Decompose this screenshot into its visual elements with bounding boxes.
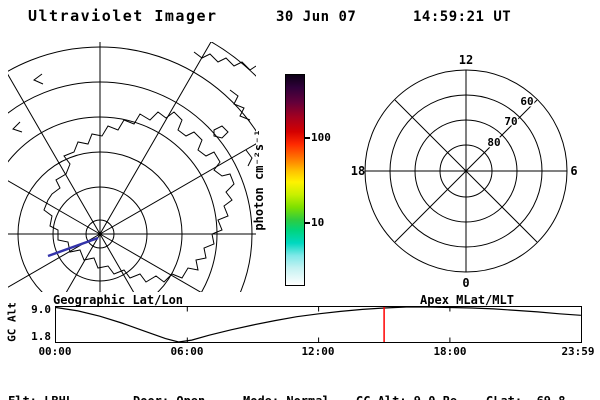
mlt-label-18: 18 <box>351 164 365 178</box>
mlat-mlt-grid <box>364 69 568 273</box>
colorbar-tick-mark <box>305 137 310 139</box>
mlt-label-6: 6 <box>570 164 577 178</box>
xtick-1800: 18:00 <box>433 345 467 358</box>
status-door: Door: Open <box>133 393 205 400</box>
mlt-label-12: 12 <box>459 53 473 67</box>
grid-arrowhead <box>12 121 23 133</box>
status-column-orbit: GC Alt: 9.0 Re Seq: 39 <box>356 359 457 400</box>
strip-chart-frame <box>55 306 582 343</box>
page-title: Ultraviolet Imager <box>28 7 218 25</box>
mlat-label-70: 70 <box>504 115 517 128</box>
lat-lon-grid <box>8 42 256 292</box>
mlat-label-60: 60 <box>520 95 533 108</box>
gc-alt-strip-chart <box>55 306 582 343</box>
colorbar <box>285 74 305 286</box>
colorbar-tick-10: 10 <box>311 216 325 229</box>
status-mode: Mode: Normal <box>243 393 330 400</box>
colorbar-tick-100: 100 <box>311 131 331 144</box>
colorbar-tick-mark <box>305 222 310 224</box>
xtick-0000: 00:00 <box>38 345 72 358</box>
gc-alt-axis-label: GC Alt <box>5 302 19 342</box>
header-date: 30 Jun 07 <box>276 9 357 25</box>
status-flt: Flt: LBHL <box>8 393 73 400</box>
coastline-fragment <box>213 125 229 139</box>
status-glat: GLat: -69.8 <box>486 393 565 400</box>
coastline-fragment <box>245 149 253 167</box>
geographic-map <box>8 42 256 292</box>
antarctica-coastline <box>43 51 256 283</box>
coastline-fragment <box>229 89 251 121</box>
status-column-mode: Mode: Normal Dsp: -0.9 <box>243 359 330 400</box>
xtick-1200: 12:00 <box>301 345 335 358</box>
apex-polar-plot: 12 0 18 6 60 70 80 <box>351 53 578 290</box>
orbit-track-segment <box>47 236 99 258</box>
status-column-position: GLat: -69.8 GLon: 128.7 <box>486 359 565 400</box>
xtick-0600: 06:00 <box>170 345 204 358</box>
status-gc-alt: GC Alt: 9.0 Re <box>356 393 457 400</box>
coastline-fragment <box>193 51 256 71</box>
grid-arrowhead <box>33 73 44 85</box>
strip-chart-ticks <box>186 306 451 343</box>
xtick-2359: 23:59 <box>561 345 595 358</box>
status-column-door: Door: Open Gain: 14 <box>133 359 205 400</box>
header-time: 14:59:21 UT <box>413 9 512 25</box>
colorbar-units-label: photon cm⁻²s⁻¹ <box>252 129 266 231</box>
gc-alt-ytick-bottom: 1.8 <box>31 330 51 343</box>
apex-plot-caption: Apex MLat/MLT <box>420 293 514 307</box>
gc-alt-curve <box>55 306 581 343</box>
geo-map-caption: Geographic Lat/Lon <box>52 293 184 307</box>
mlt-label-0: 0 <box>462 276 469 290</box>
status-column-flight: Flt: LBHL IP: 36.0 <box>8 359 73 400</box>
gc-alt-ytick-top: 9.0 <box>31 303 51 316</box>
mlat-label-80: 80 <box>487 136 500 149</box>
